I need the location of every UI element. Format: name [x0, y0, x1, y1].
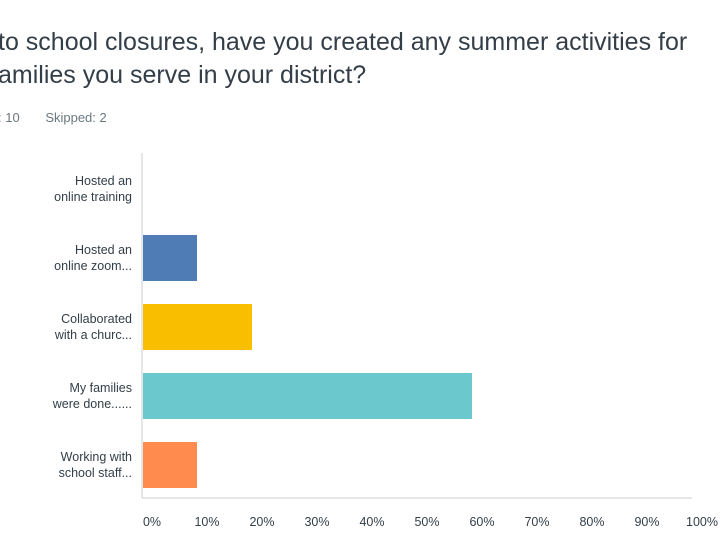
bar-5[interactable] — [143, 442, 197, 488]
x-tick-20pct: 20% — [249, 515, 274, 529]
x-tick-labels: 0% 10% 20% 30% 40% 50% 60% 70% 80% 90% 100% — [143, 515, 718, 529]
question-title: to school closures, have you created any… — [0, 26, 720, 92]
category-label-2: Hosted an online zoom... — [54, 243, 132, 273]
answered-count: : 10 — [0, 110, 20, 125]
category-labels: Hosted an online training Hosted an online … — [52, 174, 132, 480]
x-tick-100pct: 100% — [686, 515, 718, 529]
question-line-2: amilies you serve in your district? — [0, 61, 367, 89]
x-tick-30pct: 30% — [304, 515, 329, 529]
x-tick-10pct: 10% — [194, 515, 219, 529]
bars-layer — [143, 235, 472, 488]
x-tick-90pct: 90% — [634, 515, 659, 529]
skipped-count: Skipped: 2 — [45, 110, 107, 125]
x-tick-50pct: 50% — [414, 515, 439, 529]
response-stats: : 10 Skipped: 2 — [0, 110, 129, 125]
x-tick-0pct: 0% — [143, 515, 161, 529]
category-label-3: Collaborated with a churc... — [54, 312, 132, 342]
x-tick-60pct: 60% — [469, 515, 494, 529]
x-tick-70pct: 70% — [524, 515, 549, 529]
x-tick-40pct: 40% — [359, 515, 384, 529]
category-label-4: My families were done...... — [52, 381, 132, 411]
bar-3[interactable] — [143, 304, 252, 350]
category-label-5: Working with school staff... — [59, 450, 132, 480]
bar-4[interactable] — [143, 373, 472, 419]
category-label-1: Hosted an online training — [54, 174, 132, 204]
x-tick-80pct: 80% — [579, 515, 604, 529]
question-line-1: to school closures, have you created any… — [0, 28, 688, 56]
bar-2[interactable] — [143, 235, 197, 281]
